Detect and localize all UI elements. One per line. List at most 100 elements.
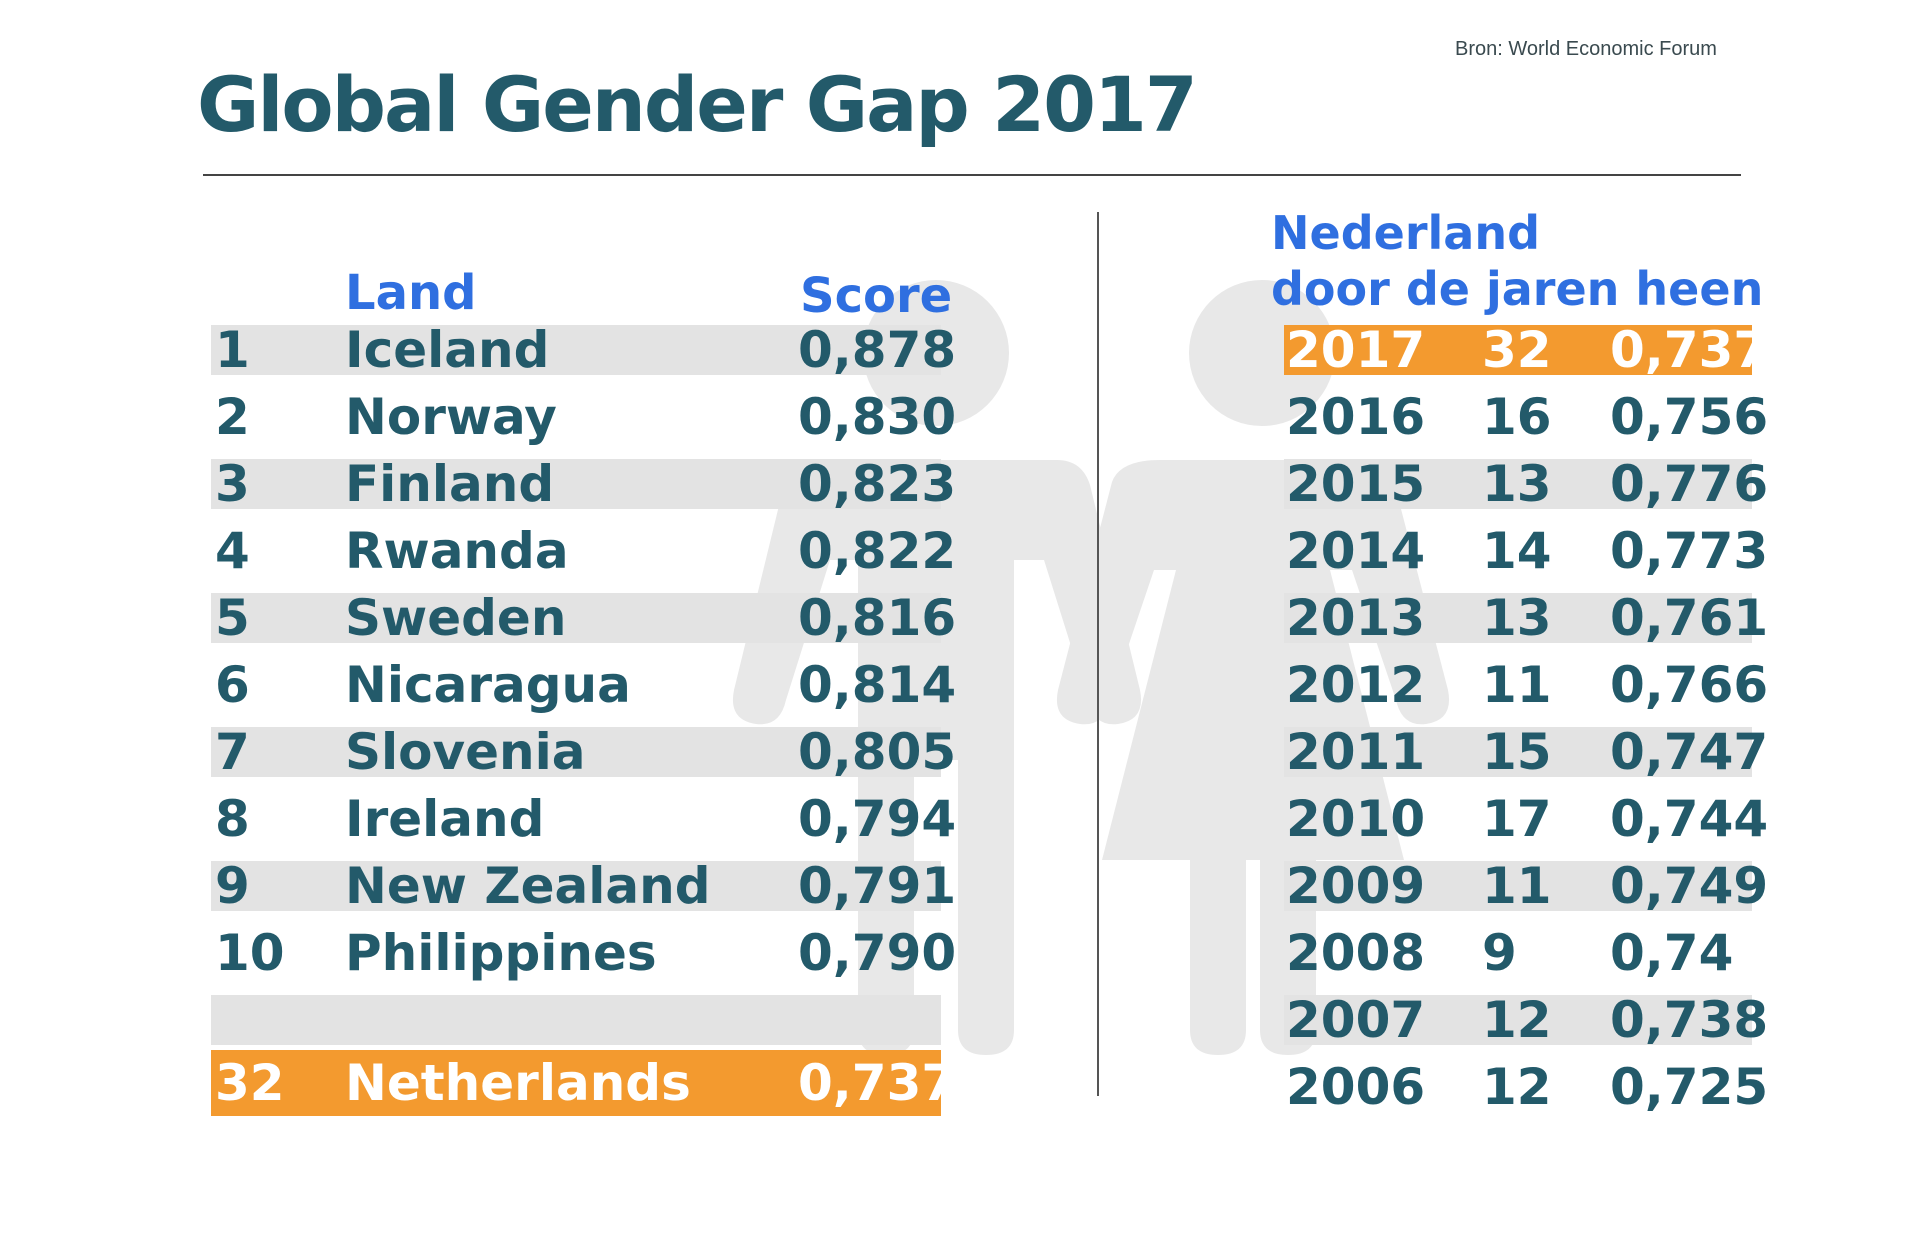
score-cell: 0,790 [798, 924, 957, 982]
year-cell: 2015 [1286, 455, 1426, 513]
rank-cell: 15 [1482, 723, 1552, 781]
ranking-row: 8 Ireland 0,794 [211, 790, 956, 848]
ranking-row: 6 Nicaragua 0,814 [211, 656, 956, 714]
score-cell: 0,766 [1610, 656, 1769, 714]
rank-cell: 9 [1482, 924, 1517, 982]
country-cell: Sweden [345, 589, 567, 647]
rank-cell: 11 [1482, 656, 1552, 714]
rank-cell: 32 [215, 1054, 285, 1112]
rank-cell: 32 [1482, 321, 1552, 379]
score-cell: 0,823 [798, 455, 957, 513]
score-cell: 0,822 [798, 522, 957, 580]
column-divider [1097, 212, 1099, 1096]
rank-cell: 5 [215, 589, 250, 647]
rank-cell: 1 [215, 321, 250, 379]
year-cell: 2007 [1286, 991, 1426, 1049]
history-row: 2012 11 0,766 [1284, 656, 1768, 714]
history-row-highlight: 2017 32 0,737 [1284, 321, 1768, 379]
rank-cell: 16 [1482, 388, 1552, 446]
ranking-row: 9 New Zealand 0,791 [211, 857, 956, 915]
rank-cell: 6 [215, 656, 250, 714]
score-cell: 0,773 [1610, 522, 1769, 580]
country-cell: Rwanda [345, 522, 569, 580]
year-cell: 2017 [1286, 321, 1426, 379]
history-row: 2015 13 0,776 [1284, 455, 1768, 513]
score-cell: 0,744 [1610, 790, 1769, 848]
year-cell: 2010 [1286, 790, 1426, 848]
score-cell: 0,794 [798, 790, 957, 848]
rank-cell: 11 [1482, 857, 1552, 915]
ranking-row: 10 Philippines 0,790 [211, 924, 956, 982]
history-row: 2013 13 0,761 [1284, 589, 1768, 647]
rank-cell: 7 [215, 723, 250, 781]
netherlands-history-title: Nederland door de jaren heen [1271, 205, 1763, 317]
rank-cell: 12 [1482, 991, 1552, 1049]
source-note: Bron: World Economic Forum [1455, 38, 1717, 60]
score-cell: 0,725 [1610, 1058, 1769, 1116]
rank-cell: 4 [215, 522, 250, 580]
rank-cell: 13 [1482, 455, 1552, 513]
score-header: Score [800, 268, 953, 324]
country-cell: Slovenia [345, 723, 586, 781]
score-cell: 0,756 [1610, 388, 1769, 446]
page-title: Global Gender Gap 2017 [197, 60, 1198, 149]
rank-cell: 10 [215, 924, 285, 982]
history-title-line2: door de jaren heen [1271, 262, 1764, 316]
score-cell: 0,814 [798, 656, 957, 714]
score-cell: 0,805 [798, 723, 957, 781]
year-cell: 2014 [1286, 522, 1426, 580]
rank-cell: 14 [1482, 522, 1552, 580]
year-cell: 2012 [1286, 656, 1426, 714]
country-cell: Philippines [345, 924, 657, 982]
country-cell: Nicaragua [345, 656, 631, 714]
year-cell: 2013 [1286, 589, 1426, 647]
year-cell: 2006 [1286, 1058, 1426, 1116]
rank-cell: 12 [1482, 1058, 1552, 1116]
ranking-row: 3 Finland 0,823 [211, 455, 956, 513]
year-cell: 2008 [1286, 924, 1426, 982]
country-cell: Finland [345, 455, 555, 513]
rank-cell: 9 [215, 857, 250, 915]
score-cell: 0,74 [1610, 924, 1734, 982]
history-row: 2011 15 0,747 [1284, 723, 1768, 781]
rank-cell: 3 [215, 455, 250, 513]
history-row: 2014 14 0,773 [1284, 522, 1768, 580]
score-cell: 0,737 [798, 1054, 957, 1112]
history-row: 2016 16 0,756 [1284, 388, 1768, 446]
rank-cell: 2 [215, 388, 250, 446]
ranking-row: 5 Sweden 0,816 [211, 589, 956, 647]
score-cell: 0,747 [1610, 723, 1769, 781]
rank-cell: 17 [1482, 790, 1552, 848]
country-cell: Norway [345, 388, 557, 446]
year-cell: 2009 [1286, 857, 1426, 915]
year-cell: 2011 [1286, 723, 1426, 781]
country-cell: Ireland [345, 790, 545, 848]
history-title-line1: Nederland [1271, 206, 1540, 260]
score-cell: 0,816 [798, 589, 957, 647]
score-cell: 0,761 [1610, 589, 1769, 647]
ranking-row: 4 Rwanda 0,822 [211, 522, 956, 580]
history-row: 2009 11 0,749 [1284, 857, 1768, 915]
history-row: 2008 9 0,74 [1284, 928, 1752, 978]
score-cell: 0,878 [798, 321, 957, 379]
score-cell: 0,738 [1610, 991, 1769, 1049]
country-cell: Netherlands [345, 1054, 691, 1112]
ranking-row: 7 Slovenia 0,805 [211, 723, 956, 781]
score-cell: 0,749 [1610, 857, 1769, 915]
land-header: Land [345, 265, 477, 321]
title-divider [203, 174, 1741, 176]
score-cell: 0,776 [1610, 455, 1769, 513]
history-row: 2006 12 0,725 [1284, 1058, 1768, 1116]
country-cell: New Zealand [345, 857, 711, 915]
history-row: 2010 17 0,744 [1284, 790, 1768, 848]
score-cell: 0,791 [798, 857, 957, 915]
ranking-row: 2 Norway 0,830 [211, 388, 956, 446]
year-cell: 2016 [1286, 388, 1426, 446]
score-cell: 0,830 [798, 388, 957, 446]
history-row: 2007 12 0,738 [1284, 991, 1768, 1049]
ranking-row: 1 Iceland 0,878 [211, 321, 956, 379]
separator-row [211, 995, 941, 1045]
rank-cell: 8 [215, 790, 250, 848]
netherlands-highlight-row: 32 Netherlands 0,737 [211, 1050, 956, 1116]
rank-cell: 13 [1482, 589, 1552, 647]
